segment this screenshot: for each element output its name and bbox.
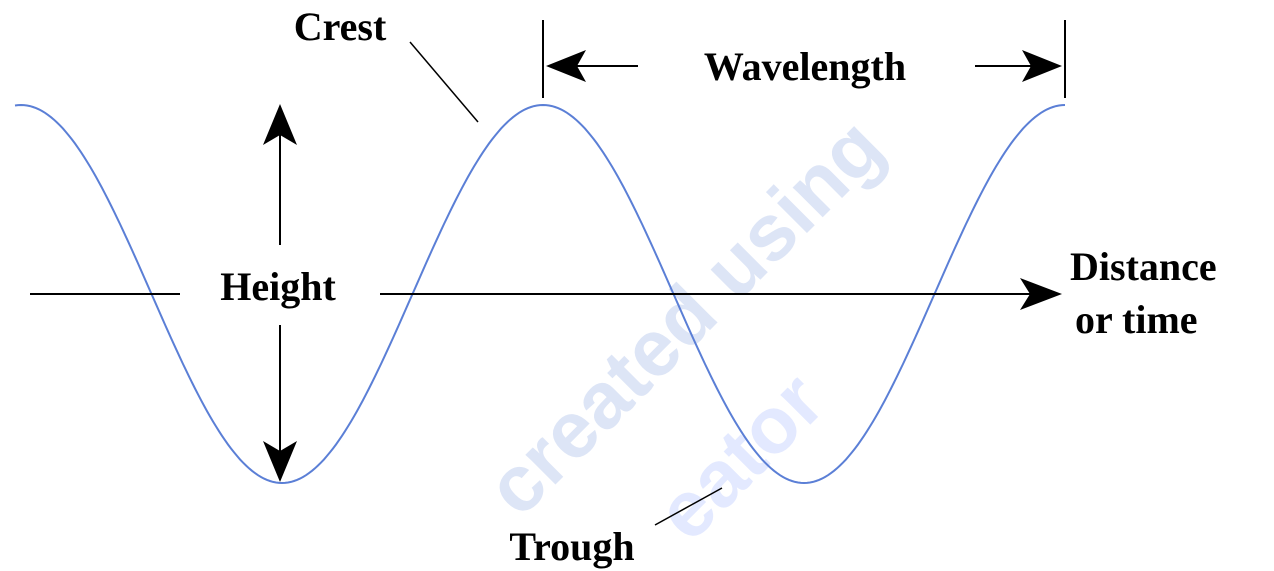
arrowhead — [263, 104, 297, 145]
arrowhead — [1022, 50, 1062, 82]
leader-line — [654, 487, 723, 526]
crest-label: Crest — [294, 4, 387, 49]
axis-arrowhead — [1020, 278, 1062, 310]
or-time-label: or time — [1075, 297, 1198, 342]
leader-line — [409, 41, 479, 123]
distance-label: Distance — [1070, 244, 1217, 289]
wave-curve — [14, 103, 1066, 485]
arrowhead — [546, 50, 586, 82]
wavelength-label: Wavelength — [704, 44, 906, 89]
height-label: Height — [220, 264, 336, 309]
arrowhead — [263, 441, 297, 482]
trough-label: Trough — [509, 524, 634, 569]
